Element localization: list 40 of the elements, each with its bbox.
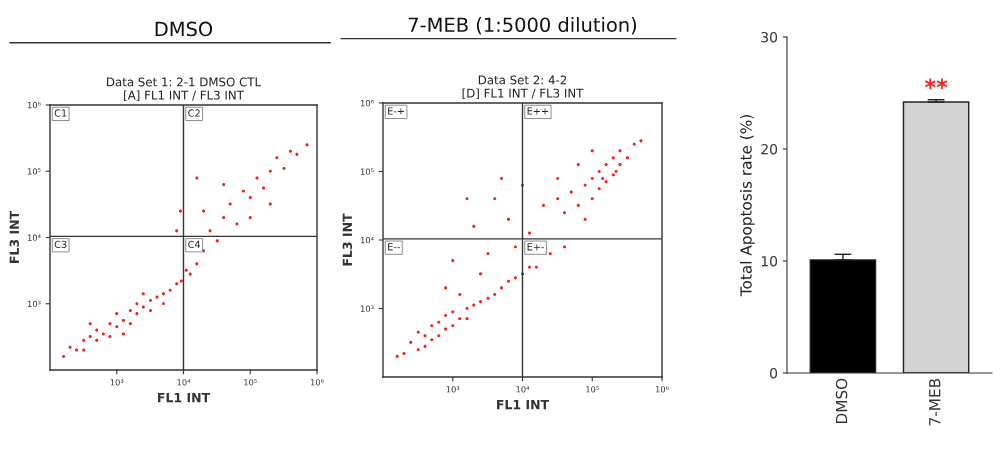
y-axis-title: FL3 INT (342, 213, 353, 266)
x-tick-label: 10³ (110, 379, 124, 386)
y-tick-label: 10 (761, 255, 778, 267)
chart-title: 7-MEB (1:5000 dilution) (408, 17, 637, 35)
chart-title: DMSO (155, 21, 213, 37)
y-tick-label: 20 (761, 143, 778, 155)
annotation: C4 (188, 240, 201, 249)
y-axis-title: Total Apoptosis rate (%) (739, 115, 755, 297)
y-tick-label: 10⁵ (27, 168, 41, 175)
y-tick-label: 30 (761, 31, 778, 43)
y-axis-title: FL3 INT (9, 210, 20, 263)
y-tick-label: 10⁶ (27, 101, 41, 109)
x-tick-label: 10⁶ (310, 379, 324, 386)
x-tick-label: 10³ (446, 386, 460, 393)
y-tick-label: 10⁴ (360, 236, 374, 244)
chart-subtitle: Data Set 1: 2-1 DMSO CTL [A] FL1 INT / FL3 INT (107, 77, 262, 101)
annotation: C2 (188, 109, 200, 117)
y-tick-label: 10³ (27, 300, 41, 308)
chart-subtitle: Data Set 2: 4-2 [D] FL1 INT / FL3 INT (462, 75, 584, 99)
x-tick-label: DMSO (835, 378, 848, 424)
x-tick-label: 10⁴ (516, 386, 530, 393)
annotation: E+- (527, 243, 544, 251)
x-tick-label: 10⁴ (177, 379, 191, 386)
annotation: ** (924, 78, 948, 89)
annotation: E-- (388, 243, 400, 251)
annotation: E-+ (388, 107, 404, 115)
x-axis-title: FL1 INT (497, 400, 550, 410)
y-tick-label: 0 (770, 367, 778, 379)
x-axis-title: FL1 INT (158, 393, 211, 403)
x-tick-label: 10⁵ (244, 379, 257, 386)
y-tick-label: 10⁵ (360, 168, 374, 175)
y-tick-label: 10⁴ (27, 234, 41, 241)
x-tick-label: 7-MEB (929, 378, 941, 426)
annotation: E++ (527, 107, 549, 115)
y-tick-label: 10⁶ (360, 99, 374, 107)
y-tick-label: 10³ (360, 305, 374, 312)
x-tick-label: 10⁵ (586, 386, 599, 393)
annotation: C1 (54, 109, 67, 117)
annotation: C3 (54, 240, 67, 249)
x-tick-label: 10⁶ (655, 386, 669, 393)
